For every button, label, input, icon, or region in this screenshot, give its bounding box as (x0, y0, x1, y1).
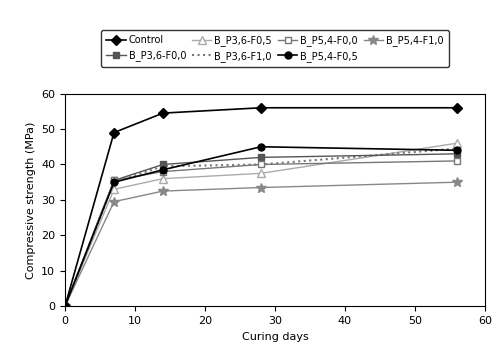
Y-axis label: Compressive strength (MPa): Compressive strength (MPa) (26, 121, 36, 279)
Legend: Control, B_P3,6-F0,0, B_P3,6-F0,5, B_P3,6-F1,0, B_P5,4-F0,0, B_P5,4-F0,5, B_P5,4: Control, B_P3,6-F0,0, B_P3,6-F0,5, B_P3,… (102, 30, 448, 66)
X-axis label: Curing days: Curing days (242, 332, 308, 341)
